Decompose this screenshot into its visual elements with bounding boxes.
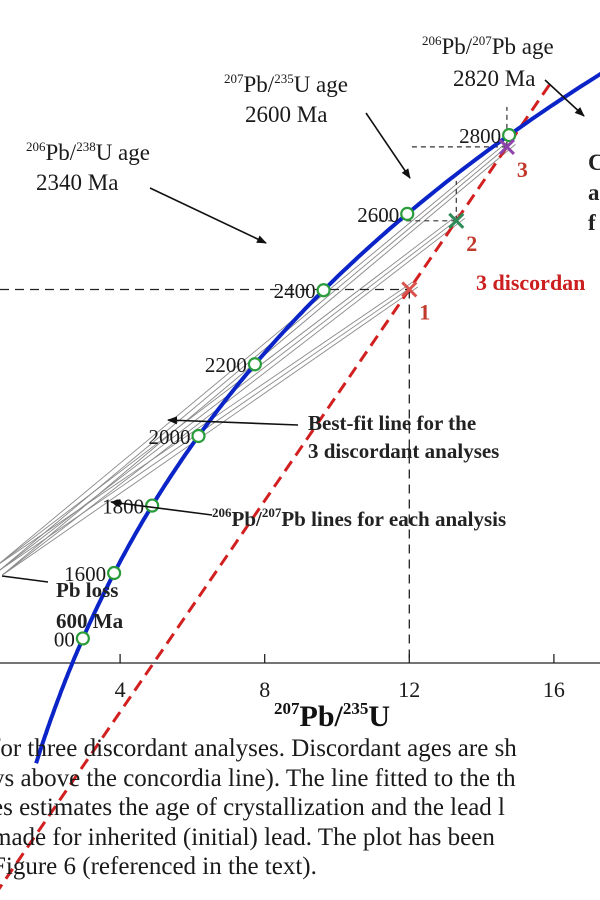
- discordant-analyses: 1 2 3: [401, 138, 528, 324]
- pb207-235-arrow: [365, 112, 411, 179]
- analysis-point-3: [498, 138, 515, 155]
- pb206-238-arrow: [149, 187, 267, 244]
- caption-line-3: es estimates the age of crystallization …: [0, 794, 506, 821]
- pb-line-1-0: [0, 281, 414, 564]
- x-tick-label-16: 16: [543, 677, 565, 702]
- age-label-1400: 00: [54, 627, 75, 651]
- figure-caption: for three discordant analyses. Discordan…: [0, 734, 600, 882]
- age-label-1800: 1800: [102, 495, 144, 519]
- best-fit-label-line1: Best-fit line for the: [308, 411, 476, 435]
- age-marker-2600: [400, 206, 415, 221]
- analysis-point-1: [401, 281, 418, 298]
- pb-lines-label: 206Pb/207Pb lines for each analysis: [212, 505, 506, 531]
- caption-line-2: ys above the concordia line). The line f…: [0, 764, 516, 792]
- pb-loss-age: 600 Ma: [56, 609, 124, 633]
- caption-line-1: for three discordant analyses. Discordan…: [0, 735, 517, 762]
- best-fit-arrow: [167, 416, 299, 426]
- age-label-2400: 2400: [274, 279, 316, 303]
- pb206-238-age: 2340 Ma: [36, 170, 118, 195]
- analysis-label-1: 1: [419, 299, 430, 324]
- analysis-label-3: 3: [517, 157, 528, 182]
- x-tick-label-8: 8: [259, 677, 270, 702]
- x-axis-ticks: 4 8 12 16: [115, 654, 565, 702]
- analysis-point-2: [448, 212, 465, 229]
- age-marker-2800: [502, 127, 517, 143]
- x-axis-label: 207Pb/235U: [274, 699, 390, 733]
- pb-line-3-1: [0, 141, 514, 571]
- age-marker-2200: [247, 357, 263, 372]
- pb-line-1-2: [2, 286, 419, 576]
- age-label-2800: 2800: [459, 124, 501, 148]
- pb-line-2-0: [0, 212, 461, 564]
- pb206-207-arrow: [544, 79, 585, 117]
- caption-line-4: made for inherited (initial) lead. The p…: [0, 823, 495, 851]
- x-tick-label-12: 12: [398, 677, 420, 702]
- age-marker-1800: [145, 498, 160, 513]
- age-marker-1400: [75, 631, 90, 646]
- concordia-age-markers: 00 1600 1800 2000 2200 2400 2600 2800: [54, 124, 517, 651]
- pb-loss-arrow: [1, 575, 49, 583]
- right-cut-text-1: C: [588, 150, 600, 175]
- right-cut-text-3: f: [588, 210, 596, 235]
- age-label-2600: 2600: [357, 203, 399, 227]
- age-marker-2400: [316, 283, 331, 298]
- caption-line-5: Figure 6 (referenced in the text).: [0, 853, 317, 880]
- best-fit-label-line2: 3 discordant analyses: [308, 439, 499, 463]
- age-label-1600: 1600: [64, 562, 106, 586]
- concordia-curve: [34, 71, 600, 764]
- pb206-207-label: 206Pb/207Pb age: [422, 33, 554, 59]
- age-marker-1600: [107, 565, 122, 581]
- analysis-label-2: 2: [466, 231, 477, 256]
- age-marker-2000: [191, 428, 206, 444]
- age-label-2200: 2200: [205, 353, 247, 377]
- three-discordant-label: 3 discordan: [476, 270, 585, 295]
- right-cut-text-2: a: [588, 180, 600, 205]
- pb-line-3-0: [0, 139, 511, 564]
- pb207-235-label: 207Pb/235U age: [224, 71, 348, 97]
- age-label-2000: 2000: [148, 425, 190, 449]
- pb207-235-age: 2600 Ma: [245, 102, 327, 127]
- pb-loss-label: Pb loss: [56, 578, 118, 602]
- x-tick-label-4: 4: [115, 677, 126, 702]
- projection-guides: [0, 106, 508, 663]
- pb-lines-arrow: [110, 499, 213, 516]
- pb206-238-label: 206Pb/238U age: [26, 139, 150, 165]
- pb206-207-age: 2820 Ma: [453, 66, 535, 91]
- pb-line-2-2: [2, 217, 466, 576]
- pb-line-1-1: [0, 284, 416, 571]
